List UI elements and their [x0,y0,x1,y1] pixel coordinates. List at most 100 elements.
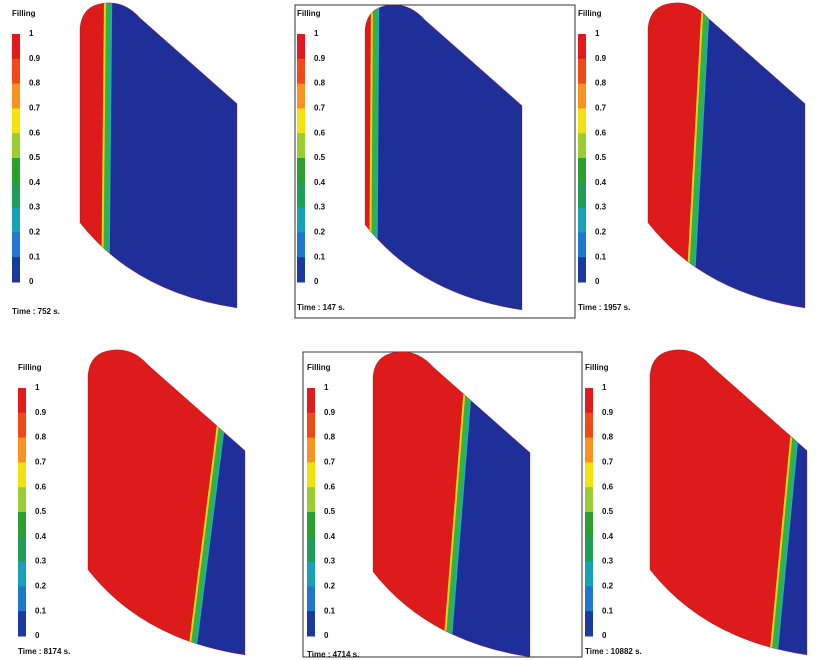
colorbar-segment [578,158,586,184]
part-fill [88,349,245,656]
colorbar-segment [578,257,586,283]
colorbar-label: 0.5 [29,153,41,162]
colorbar-label: 0.1 [324,606,336,615]
colorbar-segment [12,133,20,159]
colorbar-segment [585,388,593,414]
colorbar-label: 0.4 [35,532,47,541]
colorbar-label: 0.6 [595,128,607,137]
colorbar-segment [297,83,305,109]
colorbar-label: 0.6 [29,128,41,137]
part [647,2,806,309]
colorbar-segment [578,207,586,233]
legend-title: Filling [297,9,321,18]
panel: Filling 1 0.9 0.8 0.7 0.6 0.5 0.4 0.3 0.2 0.1 0 Time… [585,349,808,656]
front-band [686,2,709,309]
time-label: Time : 1957 s. [578,303,630,312]
colorbar-label: 0.5 [314,153,326,162]
colorbar-segment [18,412,26,439]
part-outline [87,349,246,656]
colorbar-label: 0.1 [35,606,47,615]
colorbar-label: 0.5 [35,507,47,516]
colorbar-segment [585,561,593,587]
colorbar-segment [12,257,20,283]
colorbar-segment [297,133,305,159]
colorbar-segment [297,158,305,184]
colorbar-segment [585,611,593,637]
legend-title: Filling [18,363,42,372]
colorbar-label: 0.2 [35,582,47,591]
colorbar-segment [578,83,586,109]
colorbar-segment [578,58,586,85]
colorbar-label: 0.8 [314,79,326,88]
colorbar-label: 0.2 [595,228,607,237]
colorbar-label: 0.9 [35,408,47,417]
part-fill [365,4,522,311]
colorbar-label: 0.7 [595,104,607,113]
colorbar-segment [307,388,315,414]
colorbar-segment [585,437,593,463]
colorbar-label: 0.6 [602,482,614,491]
colorbar-label: 0.3 [314,203,326,212]
colorbar-segment [307,561,315,587]
colorbar-label: 0.3 [602,557,614,566]
part-outline [647,2,806,309]
panel-frame [302,351,583,658]
legend-title: Filling [585,363,609,372]
legend-title: Filling [307,363,331,372]
time-label: Time : 4714 s. [307,650,359,659]
colorbar-label: 0.6 [35,482,47,491]
panel: Filling 1 0.9 0.8 0.7 0.6 0.5 0.4 0.3 0.2 0.1 0 Time… [578,2,806,312]
colorbar-segment [18,561,26,587]
colorbar-label: 0.8 [595,79,607,88]
time-label: Time : 8174 s. [18,647,70,656]
colorbar-segment [307,536,315,563]
part-outline [649,349,808,656]
colorbar-label: 0.1 [314,252,326,261]
colorbar-label: 0.4 [314,178,326,187]
colorbar-segment [578,34,586,60]
colorbar-label: 0.8 [602,433,614,442]
part-fill [648,2,805,309]
colorbar-segment [297,182,305,209]
colorbar-label: 0.9 [314,54,326,63]
filled-region [650,349,800,656]
colorbar-label: 0.1 [29,252,41,261]
colorbar-label: 0 [29,277,34,286]
colorbar-label: 0 [595,277,600,286]
part-fill [80,2,237,309]
colorbar-segment [18,437,26,463]
colorbar-segment [297,108,305,134]
colorbar-label: 0 [602,631,607,640]
colorbar-label: 0.4 [595,178,607,187]
colorbar-label: 0 [314,277,319,286]
panel: Filling 1 0.9 0.8 0.7 0.6 0.5 0.4 0.3 0.2 0.1 0 Time… [294,4,576,319]
colorbar-segment [12,232,20,258]
panel: Filling 1 0.9 0.8 0.7 0.6 0.5 0.4 0.3 0.2 0.1 0 Time… [302,351,583,659]
colorbar-segment [307,437,315,463]
panel-frame [294,4,576,319]
colorbar-segment [12,34,20,60]
colorbar-label: 0.6 [314,128,326,137]
colorbar-segment [578,182,586,209]
colorbar-segment [297,207,305,233]
colorbar-label: 0.8 [324,433,336,442]
colorbar-label: 0.3 [29,203,41,212]
part-fill [650,349,807,656]
colorbar-segment [12,207,20,233]
part-fill [373,351,530,658]
colorbar-label: 0.3 [595,203,607,212]
unfilled-region [80,2,237,308]
panel: Filling 1 0.9 0.8 0.7 0.6 0.5 0.4 0.3 0.2 0.1 0 Time… [12,2,238,316]
part [364,4,523,311]
colorbar-segment [12,108,20,134]
colorbar-label: 1 [314,29,319,38]
colorbar-segment [18,487,26,513]
colorbar-segment [578,232,586,258]
colorbar-segment [307,462,315,488]
colorbar-label: 0.1 [595,252,607,261]
colorbar-segment [297,232,305,258]
colorbar-label: 0.2 [314,228,326,237]
legend-title: Filling [12,9,36,18]
colorbar-segment [307,512,315,538]
part-outline [372,351,531,658]
